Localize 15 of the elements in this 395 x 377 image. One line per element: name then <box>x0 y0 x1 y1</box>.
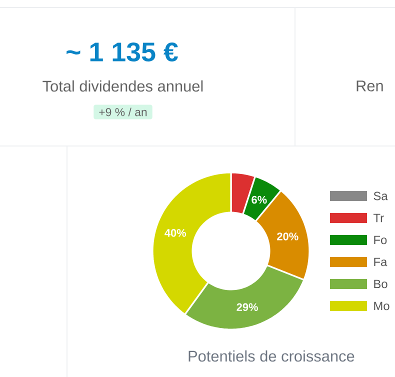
legend-label: Mo <box>374 302 390 310</box>
data-label: 40% <box>164 229 186 237</box>
text: Ren <box>356 80 383 92</box>
text: ~ 1 135 € <box>66 42 178 62</box>
legend-label: Fo <box>374 236 387 244</box>
data-label: 6% <box>252 196 267 204</box>
text: +9 % / an <box>99 108 147 116</box>
legend-label: Fa <box>374 258 388 266</box>
legend-label: Tr <box>373 214 384 222</box>
data-label: 29% <box>236 303 258 312</box>
text: Potentiels de croissance <box>188 350 354 362</box>
legend-label: Bo <box>374 280 388 288</box>
data-label: 20% <box>277 232 298 240</box>
legend-label: Sa <box>374 192 388 200</box>
text: Total dividendes annuel <box>42 80 203 92</box>
